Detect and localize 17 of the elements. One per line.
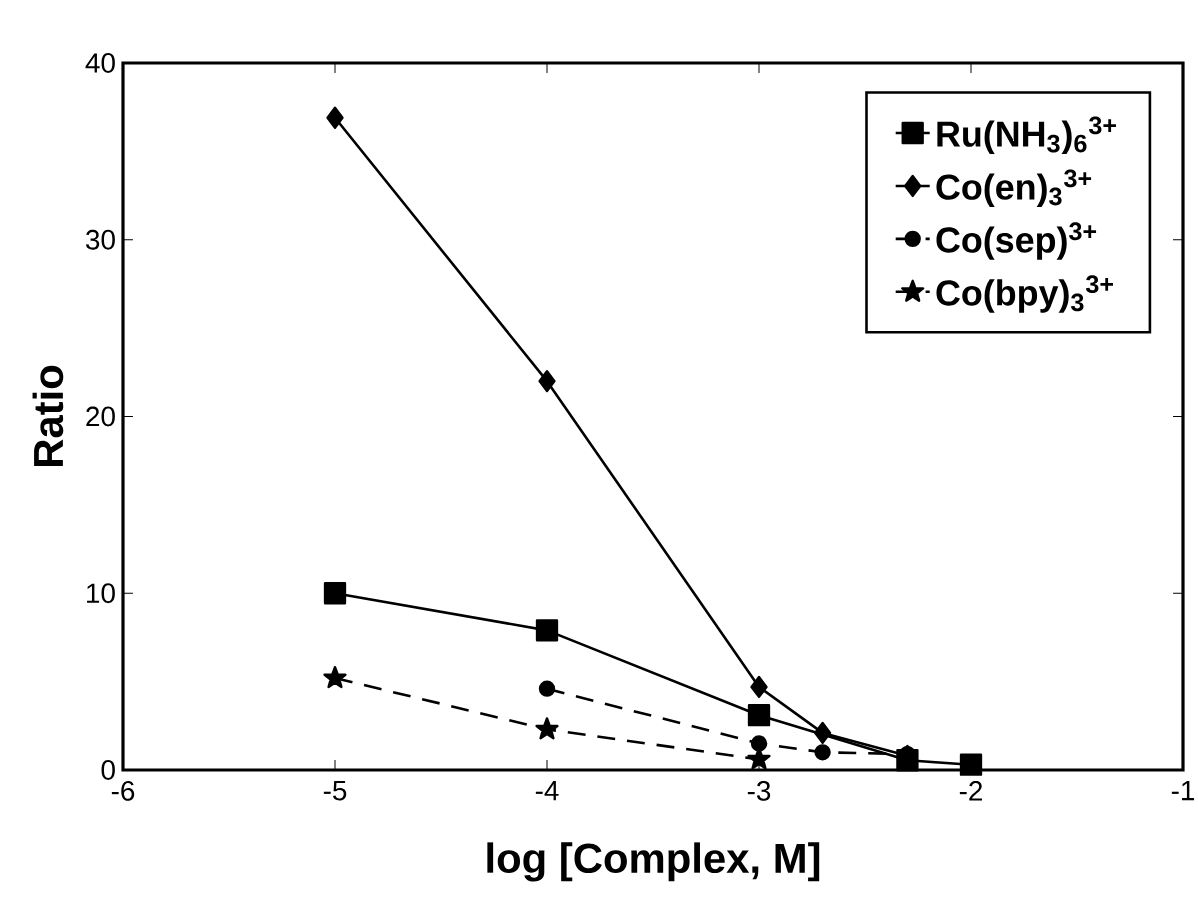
x-tick-label: -5	[323, 781, 347, 801]
x-tick-label: -1	[1171, 781, 1195, 801]
x-tick-label: -3	[747, 781, 771, 801]
y-tick-label: 20	[86, 406, 115, 427]
x-tick-label: -2	[959, 781, 983, 801]
legend-label: Co(sep)$^{3+}$	[936, 222, 1097, 260]
y-axis-title: Ratio	[32, 365, 64, 466]
y-tick-label: 30	[85, 229, 115, 250]
x-axis-title: log [Complex, M]	[487, 842, 820, 882]
legend-label: Ru(NH$_{3}$)$_{6}$3+	[937, 116, 1116, 154]
legend-label: Co(bpy)$_{3}$3+	[936, 275, 1113, 313]
y-tick-label: 40	[85, 53, 115, 73]
legend-label: Co(en)$_{3}$3+	[936, 169, 1092, 207]
y-tick-label: 0	[101, 760, 115, 780]
y-tick-label: 10	[87, 583, 115, 604]
x-tick-label: -4	[535, 781, 559, 801]
x-tick-label: -6	[111, 781, 135, 801]
